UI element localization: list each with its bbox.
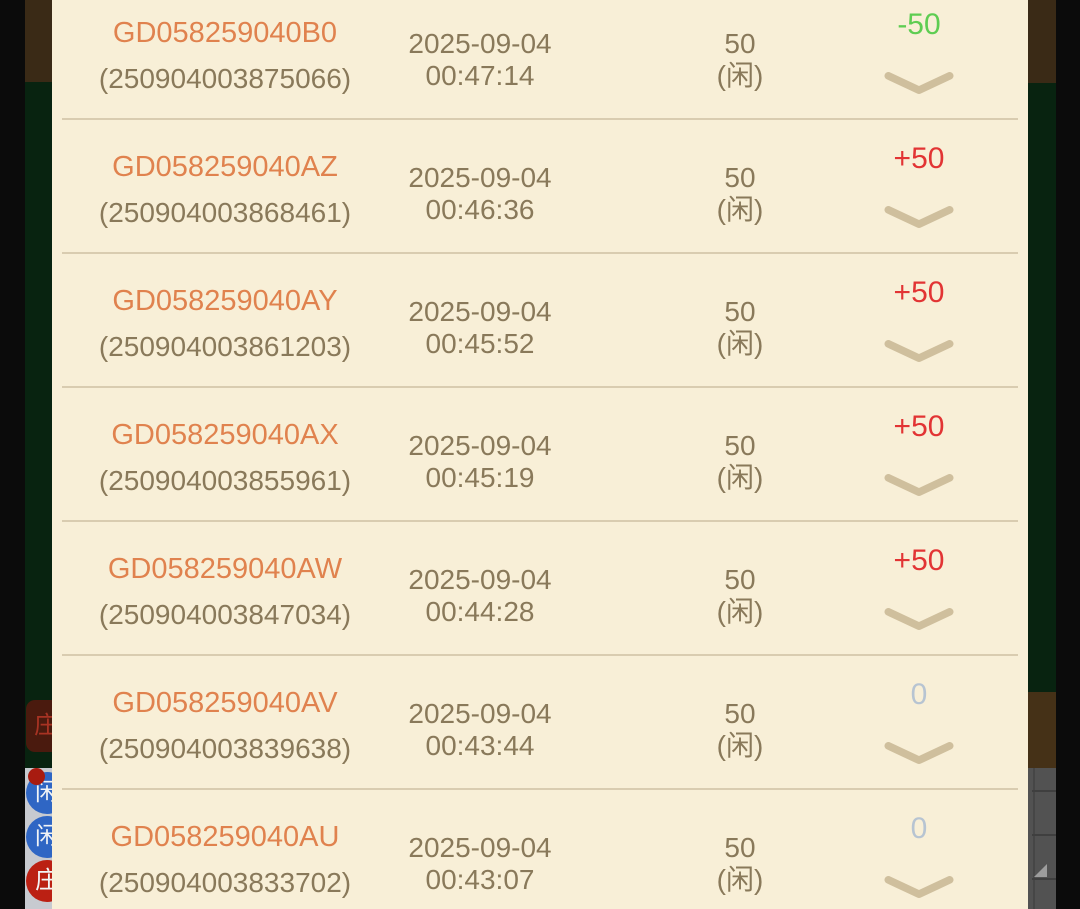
bet-record-row[interactable]: GD058259040AY (250904003861203) 2025-09-… (52, 254, 1028, 388)
order-id[interactable]: GD058259040AY (112, 285, 338, 317)
bet-record-row[interactable]: GD058259040AU (250904003833702) 2025-09-… (52, 790, 1028, 909)
serial-number: (250904003839638) (98, 733, 352, 764)
bet-time: 00:43:44 (425, 730, 535, 761)
bet-amount: 50 (724, 832, 756, 863)
background-felt (25, 82, 52, 768)
bet-history-panel: GD058259040B0 (250904003875066) 2025-09-… (52, 0, 1028, 909)
bet-date: 2025-09-04 (408, 698, 552, 729)
background-panel-tiles (1028, 768, 1056, 909)
bet-date: 2025-09-04 (408, 430, 552, 461)
bet-amount: 50 (724, 162, 756, 193)
background-left-strip: 庄 闲 闲 庄 (25, 0, 52, 909)
bet-record-row[interactable]: GD058259040AW (250904003847034) 2025-09-… (52, 522, 1028, 656)
expand-chevron-icon[interactable] (884, 206, 954, 229)
background-right-strip (1028, 0, 1056, 909)
serial-number: (250904003868461) (98, 197, 352, 228)
bet-time: 00:44:28 (425, 596, 535, 627)
bet-date: 2025-09-04 (408, 564, 552, 595)
background-table-edge (25, 0, 52, 82)
order-id[interactable]: GD058259040B0 (112, 17, 338, 49)
bet-time: 00:46:36 (425, 194, 535, 225)
marker-dot-icon (28, 768, 45, 785)
bet-target: (闲) (716, 328, 764, 359)
order-id[interactable]: GD058259040AU (110, 821, 340, 853)
expand-chevron-icon[interactable] (884, 474, 954, 497)
result-amount: +50 (893, 142, 945, 175)
serial-number: (250904003875066) (98, 63, 352, 94)
tile-divider (1033, 768, 1035, 909)
bet-time: 00:45:19 (425, 462, 535, 493)
tile-divider (1032, 834, 1056, 836)
background-felt (1028, 83, 1056, 692)
bet-target: (闲) (716, 462, 764, 493)
expand-chevron-icon[interactable] (884, 340, 954, 363)
expand-chevron-icon[interactable] (884, 608, 954, 631)
tile-divider (1032, 878, 1056, 880)
bet-amount: 50 (724, 296, 756, 327)
result-amount: +50 (893, 544, 945, 577)
order-id[interactable]: GD058259040AX (111, 419, 339, 451)
bet-date: 2025-09-04 (408, 28, 552, 59)
bet-target: (闲) (716, 194, 764, 225)
bet-record-row[interactable]: GD058259040AZ (250904003868461) 2025-09-… (52, 120, 1028, 254)
bet-date: 2025-09-04 (408, 296, 552, 327)
bet-date: 2025-09-04 (408, 832, 552, 863)
bet-record-row[interactable]: GD058259040B0 (250904003875066) 2025-09-… (52, 0, 1028, 120)
result-amount: +50 (893, 276, 945, 309)
expand-chevron-icon[interactable] (884, 876, 954, 899)
background-table-edge (1028, 692, 1056, 768)
result-amount: -50 (897, 8, 941, 41)
bet-time: 00:47:14 (425, 60, 535, 91)
bet-target: (闲) (716, 596, 764, 627)
tile-glyph-icon (1034, 864, 1047, 877)
order-id[interactable]: GD058259040AW (107, 553, 343, 585)
serial-number: (250904003847034) (98, 599, 352, 630)
bet-record-row[interactable]: GD058259040AX (250904003855961) 2025-09-… (52, 388, 1028, 522)
banker-bead-icon: 庄 (26, 860, 52, 902)
result-amount: 0 (910, 812, 928, 845)
background-roadmap: 闲 闲 庄 (25, 768, 52, 909)
banker-badge-icon: 庄 (26, 700, 52, 752)
bet-target: (闲) (716, 60, 764, 91)
expand-chevron-icon[interactable] (884, 72, 954, 95)
result-amount: 0 (910, 678, 928, 711)
bet-record-row[interactable]: GD058259040AV (250904003839638) 2025-09-… (52, 656, 1028, 790)
bet-target: (闲) (716, 864, 764, 895)
bet-amount: 50 (724, 564, 756, 595)
bet-amount: 50 (724, 698, 756, 729)
result-amount: +50 (893, 410, 945, 443)
bet-time: 00:45:52 (425, 328, 535, 359)
order-id[interactable]: GD058259040AV (112, 687, 338, 719)
tile-divider (1032, 790, 1056, 792)
serial-number: (250904003833702) (98, 867, 352, 898)
bet-time: 00:43:07 (425, 864, 535, 895)
order-id[interactable]: GD058259040AZ (112, 151, 338, 183)
serial-number: (250904003855961) (98, 465, 352, 496)
bet-amount: 50 (724, 430, 756, 461)
expand-chevron-icon[interactable] (884, 742, 954, 765)
bet-date: 2025-09-04 (408, 162, 552, 193)
bet-amount: 50 (724, 28, 756, 59)
serial-number: (250904003861203) (98, 331, 352, 362)
bet-target: (闲) (716, 730, 764, 761)
background-table-edge (1028, 0, 1056, 83)
player-bead-icon: 闲 (26, 816, 52, 858)
